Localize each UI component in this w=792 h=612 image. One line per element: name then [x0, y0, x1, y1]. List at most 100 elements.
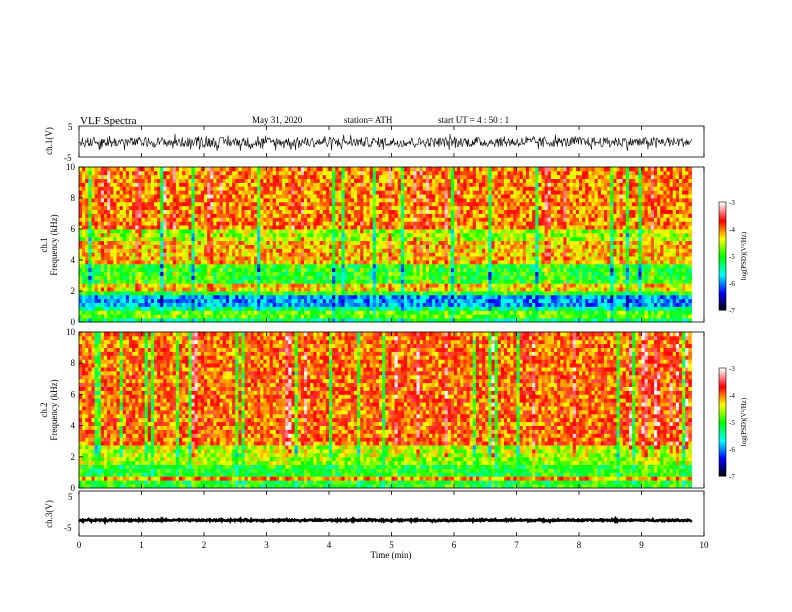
- spectrogram-cell: [116, 198, 121, 203]
- spectrogram-cell: [188, 240, 192, 245]
- spectrogram-cell: [122, 314, 127, 319]
- spectrogram-cell: [319, 318, 324, 323]
- spectrogram-cell: [300, 244, 305, 249]
- spectrogram-cell: [325, 240, 330, 245]
- start-time-label: start UT = 4 : 50 : 1: [438, 115, 509, 125]
- spectrogram-cell: [169, 209, 174, 214]
- spectrogram-cell: [438, 217, 442, 222]
- spectrogram-cell: [94, 229, 99, 234]
- spectrogram-cell: [216, 205, 221, 211]
- spectrogram-cell: [310, 291, 314, 296]
- spectrogram-cell: [229, 252, 233, 257]
- spectrogram-cell: [369, 170, 374, 176]
- spectrogram-cell: [116, 190, 121, 195]
- spectrogram-cell: [116, 318, 121, 323]
- spectrogram-cell: [225, 298, 230, 304]
- spectrogram-cell: [141, 201, 146, 207]
- spectrogram-cell: [157, 283, 161, 288]
- spectrogram-cell: [372, 291, 377, 296]
- spectrogram-cell: [419, 225, 424, 230]
- spectrogram-cell: [91, 252, 96, 257]
- spectrogram-cell: [79, 236, 83, 242]
- spectrogram-cell: [138, 170, 142, 176]
- spectrogram-cell: [322, 287, 327, 292]
- spectrogram-cell: [454, 314, 458, 319]
- spectrogram-cell: [322, 167, 327, 172]
- spectrogram-cell: [313, 240, 317, 245]
- spectrogram-cell: [416, 248, 421, 253]
- spectrogram-cell: [241, 302, 246, 307]
- spectrogram-cell: [150, 252, 155, 257]
- spectrogram-cell: [369, 298, 374, 304]
- spectrogram-cell: [404, 221, 408, 226]
- spectrogram-cell: [263, 174, 267, 180]
- spectrogram-cell: [144, 198, 149, 203]
- spectrogram-cell: [382, 310, 386, 315]
- spectrogram-cell: [372, 267, 377, 273]
- spectrogram-cell: [282, 256, 286, 261]
- spectrogram-cell: [338, 170, 342, 176]
- spectrogram-cell: [132, 221, 136, 226]
- spectrogram-cell: [385, 302, 389, 307]
- spectrogram-cell: [463, 178, 467, 183]
- spectrogram-cell: [300, 283, 305, 288]
- spectrogram-cell: [404, 209, 408, 214]
- spectrogram-cell: [210, 190, 214, 195]
- spectrogram-cell: [172, 310, 177, 315]
- spectrogram-cell: [160, 244, 164, 249]
- spectrogram-cell: [144, 291, 149, 296]
- spectrogram-cell: [350, 167, 355, 172]
- spectrogram-cell: [279, 267, 283, 273]
- spectrogram-cell: [144, 178, 149, 183]
- spectrogram-cell: [266, 256, 271, 261]
- spectrogram-cell: [125, 178, 130, 183]
- spectrogram-cell: [419, 217, 424, 222]
- spectrogram-cell: [310, 302, 314, 307]
- spectrogram-cell: [438, 256, 442, 261]
- spectrogram-cell: [138, 190, 142, 195]
- spectrogram-cell: [257, 170, 261, 176]
- spectrogram-cell: [194, 205, 199, 211]
- spectrogram-cell: [429, 205, 433, 211]
- spectrogram-cell: [372, 209, 377, 214]
- spectrogram-cell: [175, 190, 180, 195]
- spectrogram-cell: [157, 294, 161, 300]
- spectrogram-cell: [394, 318, 399, 323]
- spectrogram-cell: [235, 260, 239, 265]
- spectrogram-cell: [366, 167, 371, 172]
- spectrogram-cell: [407, 287, 411, 292]
- spectrogram-cell: [407, 178, 411, 183]
- spectrogram-cell: [250, 217, 255, 222]
- spectrogram-cell: [432, 302, 436, 307]
- spectrogram-cell: [450, 194, 455, 199]
- spectrogram-cell: [238, 271, 242, 276]
- spectrogram-cell: [332, 260, 336, 265]
- spectrogram-cell: [285, 248, 289, 253]
- spectrogram-cell: [100, 194, 105, 199]
- spectrogram-cell: [150, 198, 155, 203]
- spectrogram-cell: [429, 213, 433, 218]
- spectrogram-cell: [222, 302, 227, 307]
- spectrogram-cell: [197, 225, 202, 230]
- spectrogram-cell: [397, 174, 402, 180]
- spectrogram-cell: [238, 198, 242, 203]
- spectrogram-cell: [129, 186, 133, 191]
- spectrogram-cell: [341, 275, 346, 280]
- spectrogram-cell: [450, 186, 455, 191]
- spectrogram-cell: [250, 190, 255, 195]
- spectrogram-cell: [91, 201, 96, 207]
- spectrogram-cell: [97, 232, 102, 238]
- spectrogram-cell: [132, 194, 136, 199]
- spectrogram-cell: [316, 310, 321, 315]
- spectrogram-cell: [457, 174, 461, 180]
- spectrogram-cell: [241, 167, 246, 172]
- spectrogram-cell: [275, 190, 280, 195]
- spectrogram-cell: [232, 306, 236, 311]
- spectrogram-cell: [241, 252, 246, 257]
- spectrogram-cell: [138, 275, 142, 280]
- spectrogram-cell: [213, 217, 217, 222]
- spectrogram-cell: [129, 174, 133, 180]
- spectrogram-cell: [335, 178, 339, 183]
- spectrogram-cell: [366, 182, 371, 187]
- spectrogram-cell: [382, 178, 386, 183]
